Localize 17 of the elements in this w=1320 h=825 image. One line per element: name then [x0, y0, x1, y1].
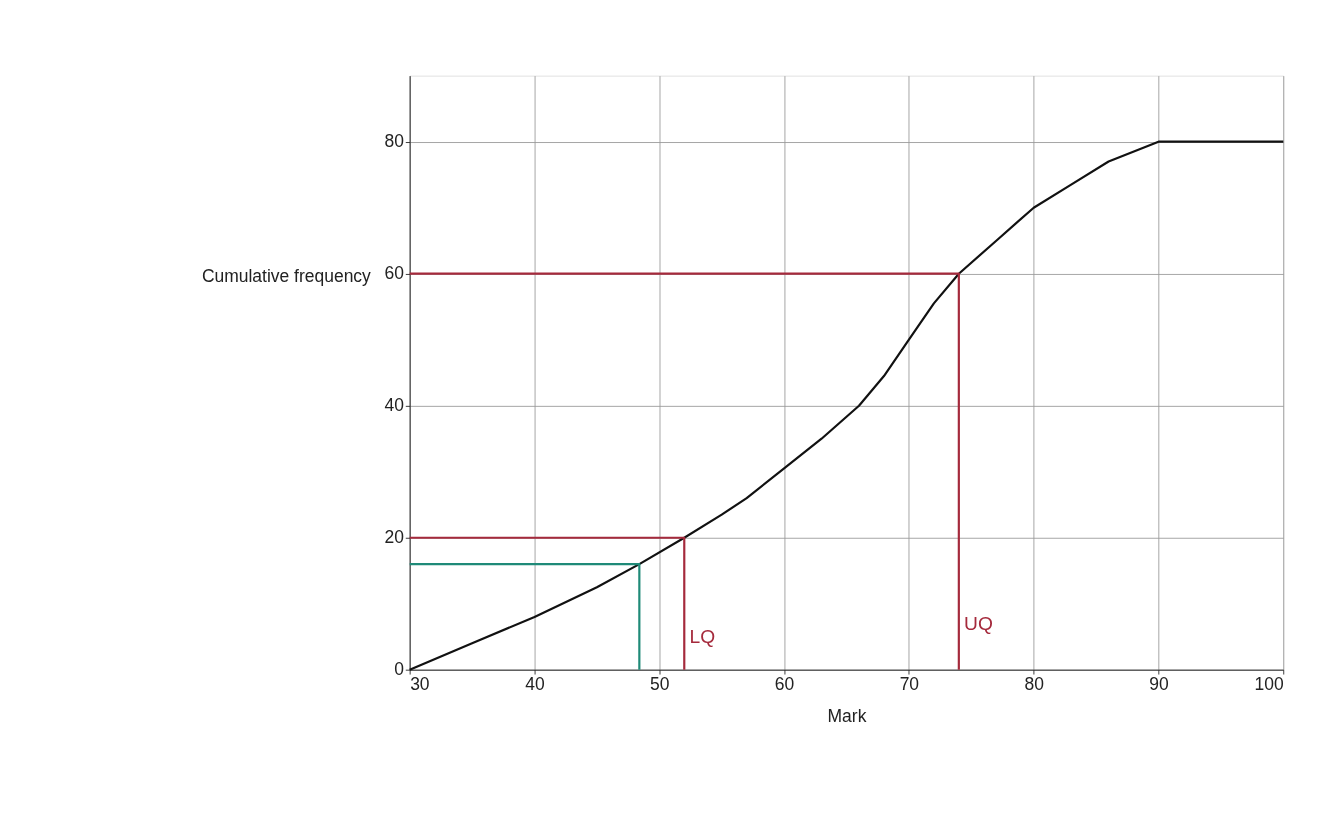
x-tick-label: 40 — [525, 674, 545, 695]
annotation: LQ — [689, 625, 716, 647]
x-tick-label: 70 — [899, 674, 920, 695]
x-tick-label: 100 — [1254, 674, 1285, 695]
y-tick-label: 0 — [394, 659, 405, 680]
x-tick-label: 90 — [1149, 674, 1169, 695]
x-tick-label: 80 — [1024, 674, 1045, 695]
y-tick-label: 40 — [384, 395, 405, 416]
annotation: UQ — [964, 612, 993, 634]
y-tick-label: 20 — [384, 527, 405, 548]
x-tick-label: 30 — [410, 674, 430, 695]
x-tick-label: 60 — [774, 674, 795, 695]
y-tick-label: 60 — [384, 263, 405, 284]
y-axis-title: Cumulative frequency — [201, 266, 372, 287]
y-tick-label: 80 — [384, 131, 405, 152]
x-tick-label: 50 — [650, 674, 670, 695]
x-axis-title: Mark — [827, 705, 867, 726]
